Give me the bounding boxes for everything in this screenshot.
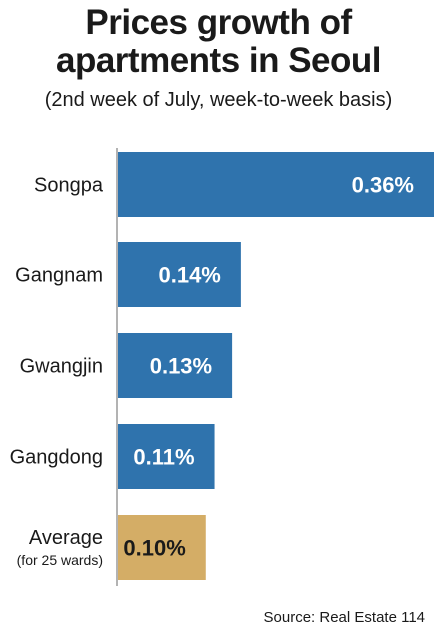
bar-gwangjin — [118, 333, 233, 398]
chart-title-line-1: Prices growth of — [85, 3, 352, 42]
value-label: 0.14% — [158, 263, 220, 288]
bar-songpa — [118, 152, 434, 217]
bar-gangnam — [118, 242, 241, 307]
value-label: 0.11% — [133, 445, 194, 470]
value-label: 0.13% — [150, 354, 212, 379]
bar-average — [118, 515, 206, 580]
category-label: Gwangjin — [20, 356, 103, 378]
chart-title: Prices growth of apartments in Seoul — [0, 4, 437, 80]
chart-title-line-2: apartments in Seoul — [55, 41, 382, 80]
chart-subtitle: (2nd week of July, week-to-week basis) — [44, 89, 393, 111]
bar-gangdong — [118, 424, 215, 489]
category-label: Average — [29, 527, 103, 549]
value-label: 0.10% — [123, 536, 185, 561]
category-label: Gangdong — [10, 447, 103, 469]
category-label: Songpa — [34, 175, 104, 197]
category-sublabel: (for 25 wards) — [17, 552, 103, 568]
value-label: 0.36% — [352, 173, 414, 198]
source-note: Source: Real Estate 114 — [263, 609, 425, 626]
category-label: Gangnam — [15, 265, 103, 287]
